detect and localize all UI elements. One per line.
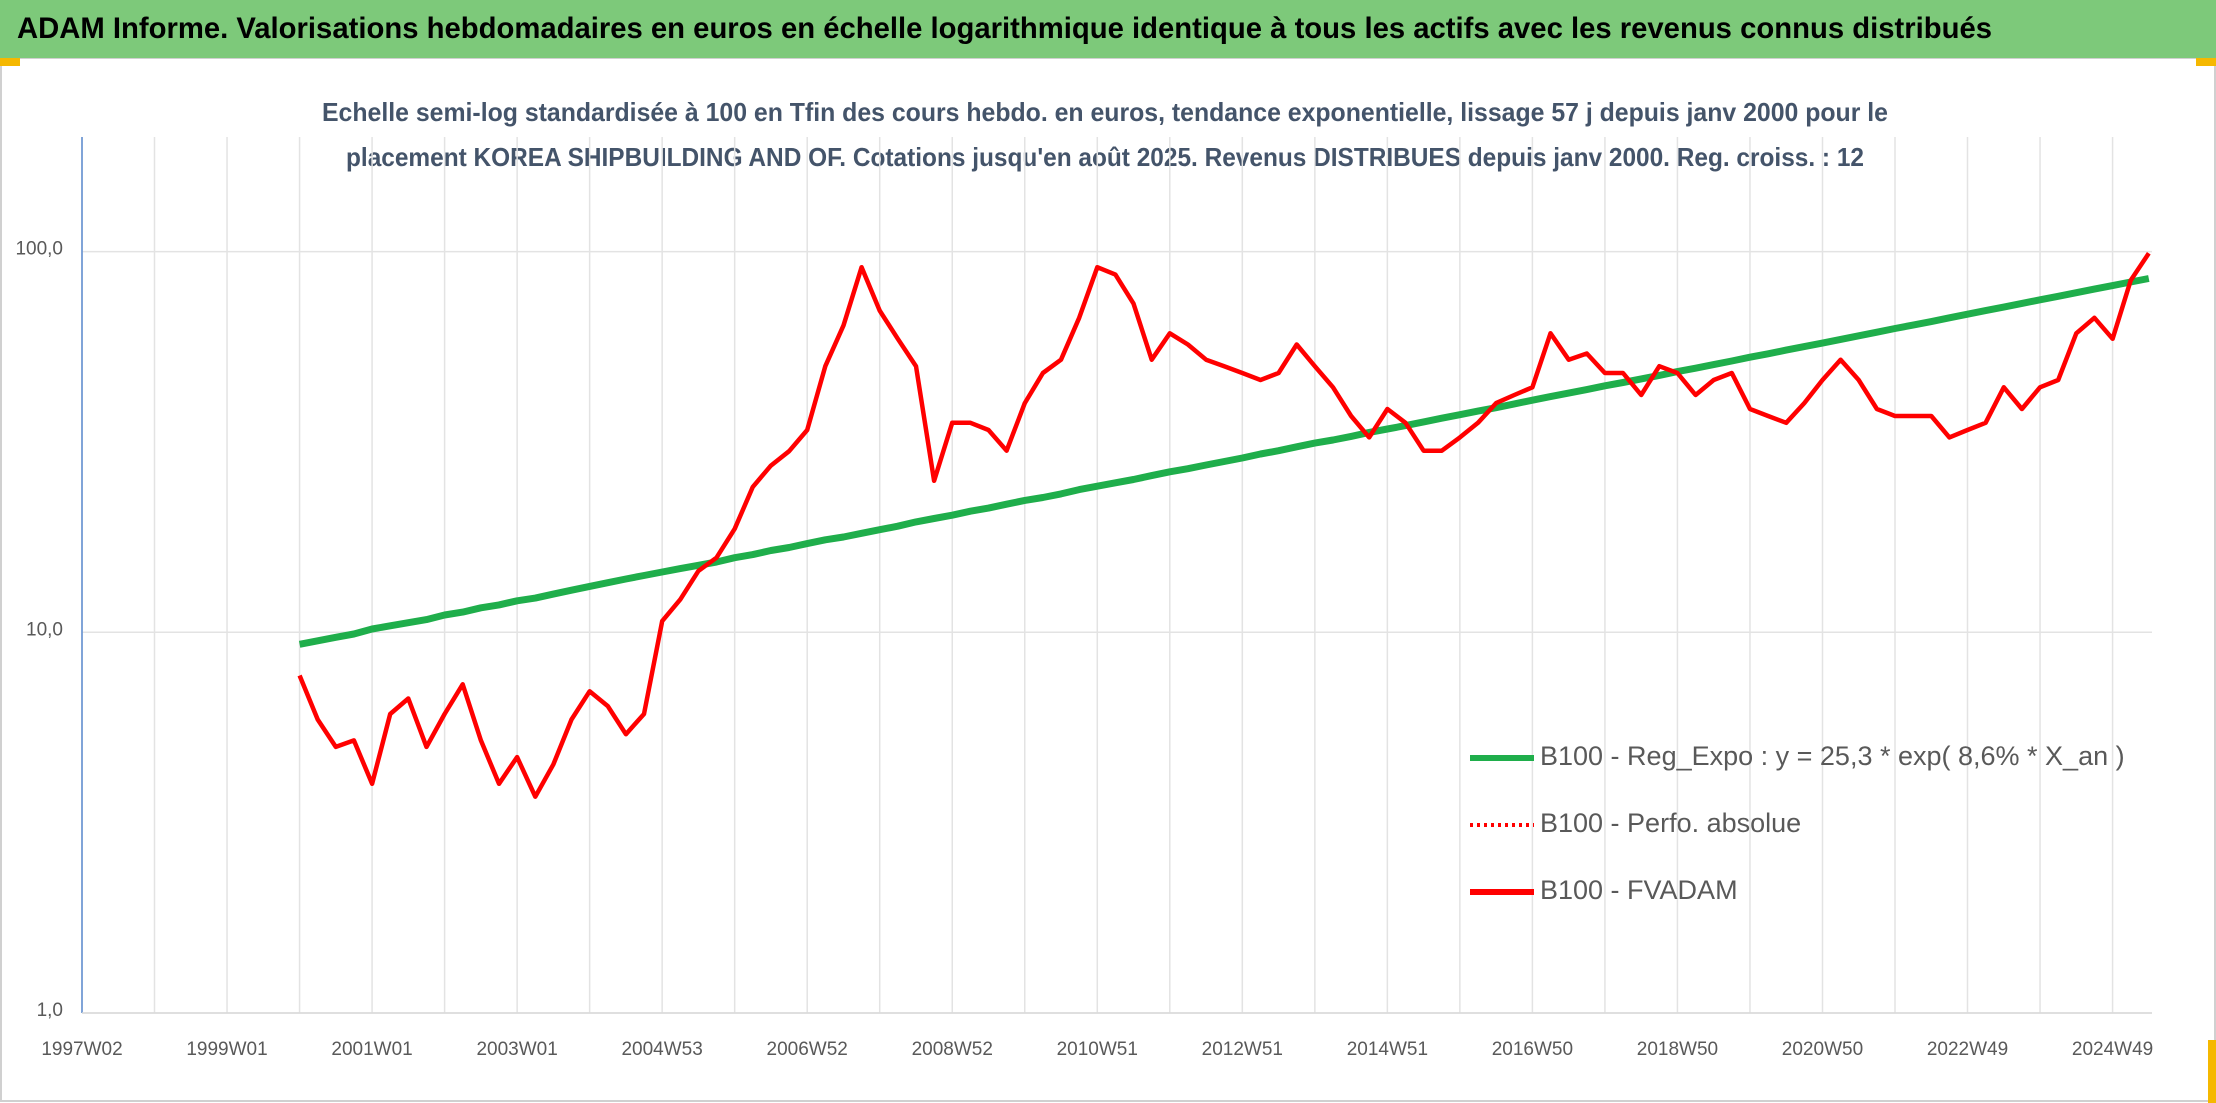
- y-tick-label: 100,0: [15, 239, 63, 260]
- x-tick-label: 2008W52: [912, 1039, 993, 1060]
- legend-label: B100 - FVADAM: [1540, 875, 1738, 905]
- header-bar: [0, 0, 2216, 58]
- y-tick-label: 10,0: [26, 619, 63, 640]
- legend-label: B100 - Reg_Expo : y = 25,3 * exp( 8,6% *…: [1540, 741, 2125, 771]
- x-tick-label: 2024W49: [2072, 1039, 2153, 1060]
- x-tick-label: 2004W53: [621, 1039, 702, 1060]
- legend-label: B100 - Perfo. absolue: [1540, 808, 1801, 838]
- x-tick-label: 2010W51: [1057, 1039, 1138, 1060]
- x-tick-label: 2006W52: [767, 1039, 848, 1060]
- x-tick-label: 2001W01: [331, 1039, 412, 1060]
- corner-mark: [2208, 1040, 2216, 1103]
- x-tick-label: 2018W50: [1637, 1039, 1718, 1060]
- series-line: [297, 252, 2151, 799]
- series-line: [298, 275, 2150, 648]
- x-tick-label: 2020W50: [1782, 1039, 1863, 1060]
- chart-subtitle: Echelle semi-log standardisée à 100 en T…: [322, 97, 1888, 127]
- x-tick-label: 2003W01: [476, 1039, 557, 1060]
- chart-title: ADAM Informe. Valorisations hebdomadaire…: [17, 12, 1992, 45]
- x-tick-label: 2016W50: [1492, 1039, 1573, 1060]
- x-tick-label: 1999W01: [186, 1039, 267, 1060]
- x-tick-label: 2014W51: [1347, 1039, 1428, 1060]
- x-tick-label: 2012W51: [1202, 1039, 1283, 1060]
- x-tick-label: 1997W02: [41, 1039, 122, 1060]
- chart-subtitle: placement KOREA SHIPBUILDING AND OF. Cot…: [346, 142, 1864, 172]
- corner-mark: [0, 58, 20, 66]
- corner-mark: [2196, 58, 2216, 66]
- y-tick-label: 1,0: [37, 1000, 63, 1021]
- x-tick-label: 2022W49: [1927, 1039, 2008, 1060]
